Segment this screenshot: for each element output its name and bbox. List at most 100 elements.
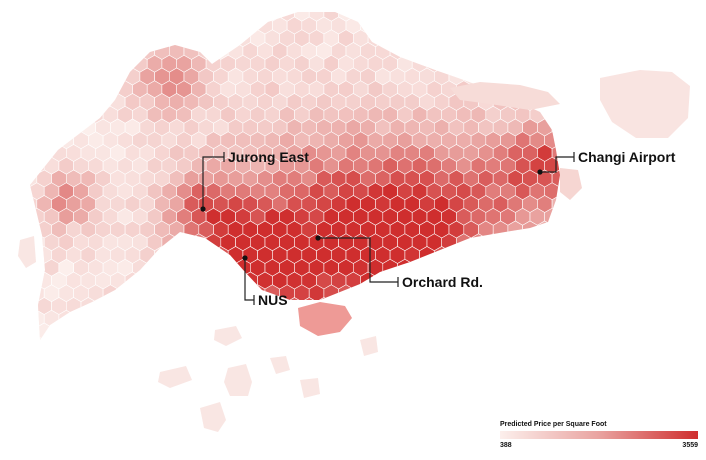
hex-cell [574,132,589,149]
hex-cell [30,54,45,73]
hex-cell [73,29,89,48]
hex-cell [169,246,185,264]
hex-cell [7,298,22,315]
hex-cell [191,309,207,328]
hex-cell [36,118,52,137]
hex-cell [317,0,332,9]
hex-cell [567,17,582,34]
hex-cell [43,12,60,22]
hex-cell [124,297,141,315]
hex-cell [0,221,7,238]
hex-cell [0,298,7,315]
hex-cell [544,258,560,277]
hex-cell [537,322,553,340]
hex-cell [7,0,22,9]
hex-cell [537,42,553,60]
hex-cell [419,42,435,60]
hex-cell [7,221,22,238]
hex-cell [184,0,199,9]
hex-cell [124,16,141,35]
hex-cell [110,67,126,86]
hex-cell [448,16,465,35]
hex-cell [559,29,560,48]
hex-cell [161,12,177,22]
legend-title: Predicted Price per Square Foot [500,421,607,428]
hex-cell [110,16,126,35]
hex-cell [15,310,30,327]
hex-cell [500,309,516,328]
hex-cell [66,93,82,111]
hex-cell [456,54,472,73]
hex-cell [15,106,30,123]
hex-cell [559,12,560,22]
hex-cell [279,309,295,328]
hex-cell [522,16,538,35]
hex-cell [500,29,516,48]
orchard-marker [315,235,321,241]
hex-cell [529,258,546,277]
sentosa-island [298,302,352,336]
hex-cell [30,131,45,150]
hex-cell [272,322,288,340]
hex-cell [448,297,465,315]
hex-cell [551,42,560,60]
hex-cell [382,309,398,328]
hex-cell [522,246,538,264]
hex-cell [88,12,104,22]
hex-cell [250,309,266,328]
hex-cell [58,105,74,124]
hex-cell [80,42,96,60]
hex-cell [66,322,82,340]
hex-cell [198,246,214,264]
hex-cell [426,12,443,22]
hex-cell [15,157,30,174]
hex-cell [331,0,346,9]
hex-cell [470,309,487,328]
hex-cell [0,272,7,289]
hex-cell [456,29,472,48]
jurong-east-marker [200,206,206,212]
hex-cell [205,284,222,303]
hex-cell [478,297,494,315]
hex-cell [441,309,457,328]
hex-cell [169,16,185,35]
hex-cell [102,12,119,22]
hex-cell [559,54,560,73]
hex-cell [346,0,361,9]
hex-grid [0,0,589,340]
hex-cell [537,297,553,315]
hex-cell [30,297,38,315]
sw-island-1 [214,326,242,346]
hex-cell [448,42,465,60]
hex-cell [191,258,207,277]
hex-cell [132,309,148,328]
hex-cell [183,246,200,264]
hex-cell [0,196,7,213]
hex-cell [227,297,244,315]
hex-cell [456,12,472,22]
hex-cell [132,29,148,48]
hex-cell [367,284,384,303]
hex-cell [389,322,406,340]
hex-cell [537,67,553,86]
hex-cell [176,29,192,48]
hex-cell [73,54,89,73]
hex-cell [522,322,538,340]
hex-cell [397,29,413,48]
hex-cell [183,16,200,35]
hex-cell [433,16,450,35]
hex-cell [551,322,560,340]
hex-cell [478,42,494,60]
hex-cell [95,297,111,315]
hex-cell [161,309,177,328]
hex-cell [80,67,96,86]
hex-cell [176,233,192,252]
hex-cell [220,29,236,48]
hex-cell [559,80,560,99]
hex-cell [15,285,30,302]
hex-cell [243,0,258,9]
hex-cell [567,272,582,289]
hex-cell [478,322,494,340]
hex-cell [140,0,155,9]
hex-cell [161,284,177,303]
